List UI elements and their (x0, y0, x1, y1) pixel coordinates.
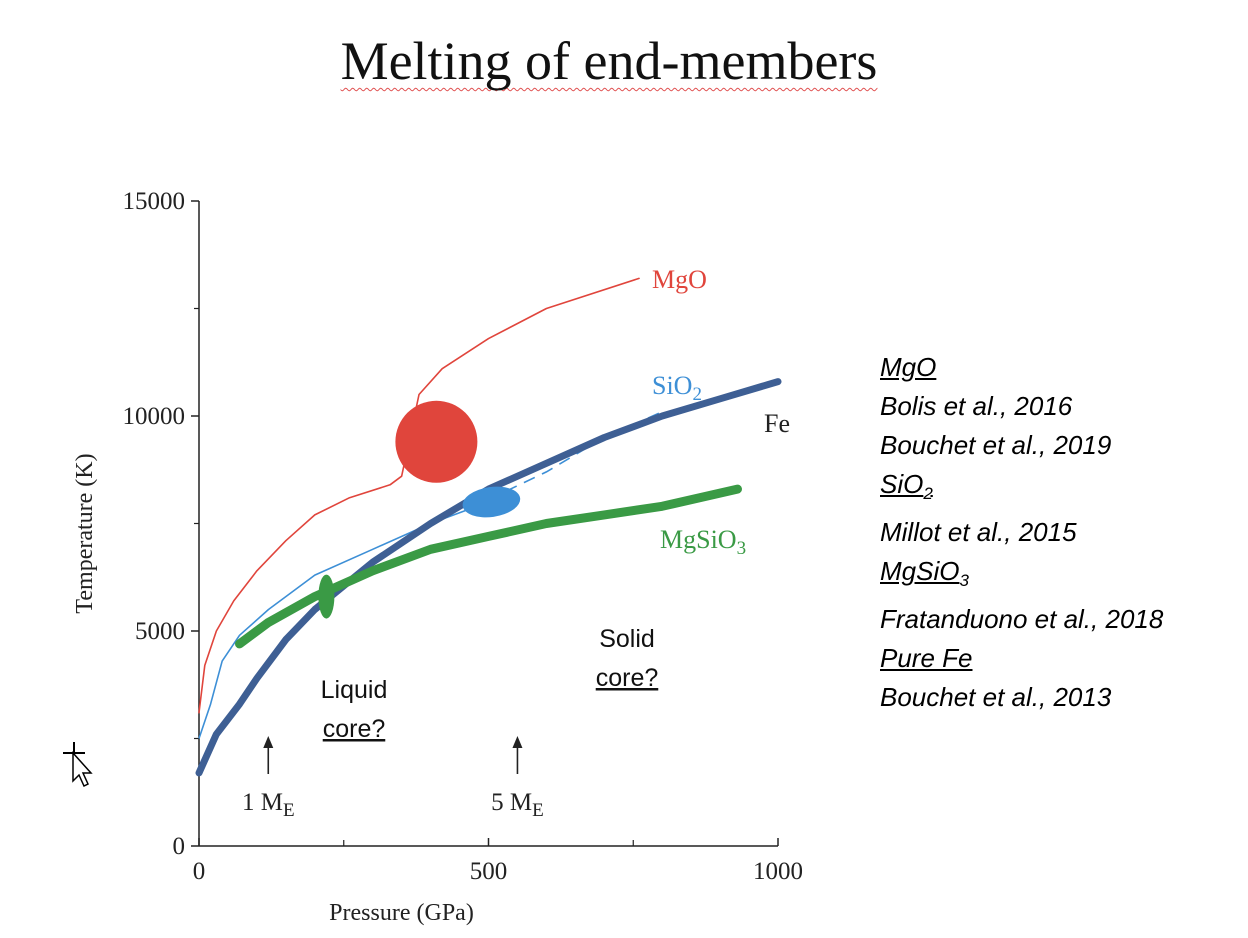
annotation-note: core? (596, 664, 659, 692)
y-tick-label: 5000 (135, 618, 185, 645)
annotation-liquid: Liquid (321, 676, 388, 704)
reference-heading: Pure Fe (880, 643, 973, 674)
marks-layer (318, 400, 521, 619)
data-region-mgsio3 (318, 574, 335, 619)
arrow-head-icon (263, 736, 274, 748)
reference-heading: SiO2 (880, 469, 933, 504)
series-line-sio2 (198, 490, 507, 739)
slide-title: Melting of end-members (340, 31, 878, 91)
labels-layer: MgO SiO2 Fe MgSiO3 Liquid core? Solid core? 1 ME… (242, 265, 790, 821)
reference-citation: Fratanduono et al., 2018 (880, 604, 1164, 635)
x-tick-label: 500 (470, 858, 508, 885)
y-tick-label: 10000 (123, 403, 186, 430)
series-label-mgo: MgO (652, 265, 707, 294)
move-cursor-icon (63, 742, 93, 788)
data-region-mgo (395, 400, 478, 483)
chart-axes: 0 5000 10000 15000 0 500 1000 Pressure (GPa) Tem… (72, 188, 803, 926)
data-region-sio2 (462, 486, 521, 518)
reference-list: MgO Bolis et al., 2016 Bouchet et al., 201… (880, 348, 1163, 717)
annotation-solid: Solid (599, 625, 655, 653)
annotation-note: core? (323, 715, 386, 743)
reference-heading: MgO (880, 352, 937, 382)
reference-citation: Bolis et al., 2016 (880, 391, 1073, 421)
y-tick-label: 0 (173, 833, 186, 860)
series-layer (195, 277, 782, 777)
series-line-fe (195, 378, 782, 777)
series-line-mgsio3 (235, 484, 742, 649)
reference-citation: Millot et al., 2015 (880, 517, 1077, 548)
x-tick-label: 1000 (753, 858, 803, 885)
marker-label: 5 ME (491, 789, 544, 821)
x-axis-label: Pressure (GPa) (329, 900, 474, 926)
series-label-fe: Fe (764, 409, 790, 438)
reference-citation: Bouchet et al., 2019 (880, 430, 1112, 460)
x-tick-label: 0 (193, 858, 206, 885)
series-label-sio2: SiO2 (652, 371, 702, 405)
y-axis-label: Temperature (K) (72, 453, 98, 613)
reference-citation: Bouchet et al., 2013 (880, 682, 1112, 713)
arrow-head-icon (512, 736, 523, 748)
series-label-mgsio3: MgSiO3 (660, 525, 746, 559)
marker-label: 1 ME (242, 789, 295, 821)
y-tick-label: 15000 (123, 188, 186, 215)
reference-heading: MgSiO3 (880, 556, 969, 591)
series-line-mgo (198, 277, 640, 714)
